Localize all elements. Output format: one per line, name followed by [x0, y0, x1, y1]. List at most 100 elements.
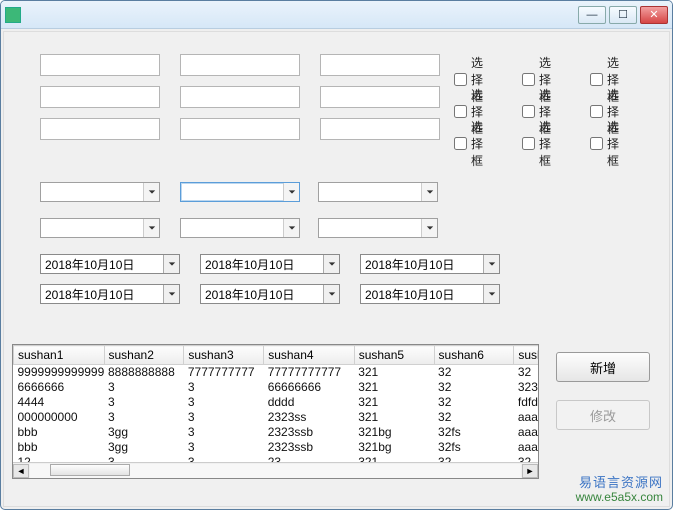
- combo-box-6[interactable]: [318, 218, 438, 238]
- date-value: 2018年10月10日: [45, 256, 134, 273]
- minimize-button[interactable]: —: [578, 6, 606, 24]
- date-picker-1[interactable]: 2018年10月10日: [40, 254, 180, 274]
- checkbox-input-9[interactable]: [590, 137, 603, 150]
- checkbox-input-5[interactable]: [522, 105, 535, 118]
- client-area: 选择框选择框选择框选择框选择框选择框选择框选择框选择框 2018年10月10日2…: [3, 31, 670, 507]
- text-input-9[interactable]: [320, 118, 440, 140]
- table-row[interactable]: 6666666336666666632132323: [14, 380, 539, 395]
- table-cell: 4444: [14, 395, 105, 410]
- table-cell: 3: [184, 425, 264, 440]
- scroll-left-button[interactable]: ◄: [13, 464, 29, 478]
- text-input-3[interactable]: [320, 54, 440, 76]
- checkbox-input-6[interactable]: [590, 105, 603, 118]
- checkbox-input-2[interactable]: [522, 73, 535, 86]
- app-icon: [5, 7, 21, 23]
- table-cell: fdfdf: [514, 395, 538, 410]
- table-cell: 32fs: [434, 440, 514, 455]
- column-header[interactable]: sushan4: [264, 346, 355, 365]
- date-value: 2018年10月10日: [365, 286, 454, 303]
- maximize-button[interactable]: ☐: [609, 6, 637, 24]
- table-cell: 7777777777: [184, 365, 264, 380]
- table-cell: 32fs: [434, 425, 514, 440]
- table-cell: 6666666: [14, 380, 105, 395]
- text-input-4[interactable]: [40, 86, 160, 108]
- checkbox-input-3[interactable]: [590, 73, 603, 86]
- checkbox-input-4[interactable]: [454, 105, 467, 118]
- table-cell: 66666666: [264, 380, 355, 395]
- date-picker-4[interactable]: 2018年10月10日: [40, 284, 180, 304]
- combo-box-4[interactable]: [40, 218, 160, 238]
- text-input-7[interactable]: [40, 118, 160, 140]
- watermark-line2: www.e5a5x.com: [576, 490, 663, 504]
- edit-button: 修改: [556, 400, 650, 430]
- table-cell: aaa: [514, 410, 538, 425]
- text-input-1[interactable]: [40, 54, 160, 76]
- text-input-8[interactable]: [180, 118, 300, 140]
- checkbox-8[interactable]: 选择框: [522, 118, 551, 169]
- add-button[interactable]: 新增: [556, 352, 650, 382]
- table-cell: 32: [434, 410, 514, 425]
- chevron-down-icon: [421, 219, 437, 237]
- text-input-5[interactable]: [180, 86, 300, 108]
- checkbox-7[interactable]: 选择框: [454, 118, 483, 169]
- watermark-line1: 易语言资源网: [576, 476, 663, 490]
- watermark: 易语言资源网 www.e5a5x.com: [576, 476, 663, 504]
- combo-box-3[interactable]: [318, 182, 438, 202]
- text-input-2[interactable]: [180, 54, 300, 76]
- table-row[interactable]: bbb3gg32323ssb321bg32fsaaa: [14, 440, 539, 455]
- table-cell: 2323ssb: [264, 425, 355, 440]
- listview[interactable]: sushan1sushan2sushan3sushan4sushan5susha…: [12, 344, 539, 479]
- chevron-down-icon: [483, 285, 499, 303]
- table-row[interactable]: 000000000332323ss32132aaa: [14, 410, 539, 425]
- table-cell: 32: [514, 365, 538, 380]
- table-cell: 3: [184, 380, 264, 395]
- date-picker-6[interactable]: 2018年10月10日: [360, 284, 500, 304]
- column-header[interactable]: sushan6: [434, 346, 514, 365]
- date-picker-3[interactable]: 2018年10月10日: [360, 254, 500, 274]
- chevron-down-icon: [283, 219, 299, 237]
- titlebar[interactable]: — ☐ ✕: [1, 1, 672, 29]
- checkbox-input-7[interactable]: [454, 137, 467, 150]
- table-cell: 3gg: [104, 425, 184, 440]
- table-row[interactable]: 444433dddd32132fdfdf: [14, 395, 539, 410]
- column-header[interactable]: sushan2: [104, 346, 184, 365]
- table-cell: 3: [184, 440, 264, 455]
- chevron-down-icon: [163, 255, 179, 273]
- table-row[interactable]: bbb3gg32323ssb321bg32fsaaa: [14, 425, 539, 440]
- table-cell: 321: [354, 410, 434, 425]
- combo-box-5[interactable]: [180, 218, 300, 238]
- window-buttons: — ☐ ✕: [578, 6, 668, 24]
- table-cell: dddd: [264, 395, 355, 410]
- checkbox-input-1[interactable]: [454, 73, 467, 86]
- table-cell: 3: [104, 380, 184, 395]
- table-cell: bbb: [14, 440, 105, 455]
- column-header[interactable]: sushan3: [184, 346, 264, 365]
- table-cell: 321bg: [354, 425, 434, 440]
- checkbox-input-8[interactable]: [522, 137, 535, 150]
- horizontal-scrollbar[interactable]: ◄ ►: [13, 462, 538, 478]
- date-picker-5[interactable]: 2018年10月10日: [200, 284, 340, 304]
- table-cell: 32: [434, 380, 514, 395]
- table-row[interactable]: 9999999999999888888888877777777777777777…: [14, 365, 539, 380]
- chevron-down-icon: [163, 285, 179, 303]
- column-header[interactable]: sushan5: [354, 346, 434, 365]
- chevron-down-icon: [483, 255, 499, 273]
- checkbox-9[interactable]: 选择框: [590, 118, 619, 169]
- scroll-thumb[interactable]: [50, 464, 130, 476]
- column-header[interactable]: sushan1: [14, 346, 105, 365]
- text-input-6[interactable]: [320, 86, 440, 108]
- chevron-down-icon: [143, 183, 159, 201]
- scroll-right-button[interactable]: ►: [522, 464, 538, 478]
- close-button[interactable]: ✕: [640, 6, 668, 24]
- table-cell: 2323ss: [264, 410, 355, 425]
- table-cell: 321: [354, 380, 434, 395]
- table-cell: 321bg: [354, 440, 434, 455]
- combo-box-1[interactable]: [40, 182, 160, 202]
- column-header[interactable]: susha: [514, 346, 538, 365]
- table-cell: 8888888888: [104, 365, 184, 380]
- combo-box-2[interactable]: [180, 182, 300, 202]
- checkbox-label: 选择框: [607, 118, 619, 169]
- date-value: 2018年10月10日: [365, 256, 454, 273]
- scroll-track[interactable]: [30, 464, 521, 478]
- date-picker-2[interactable]: 2018年10月10日: [200, 254, 340, 274]
